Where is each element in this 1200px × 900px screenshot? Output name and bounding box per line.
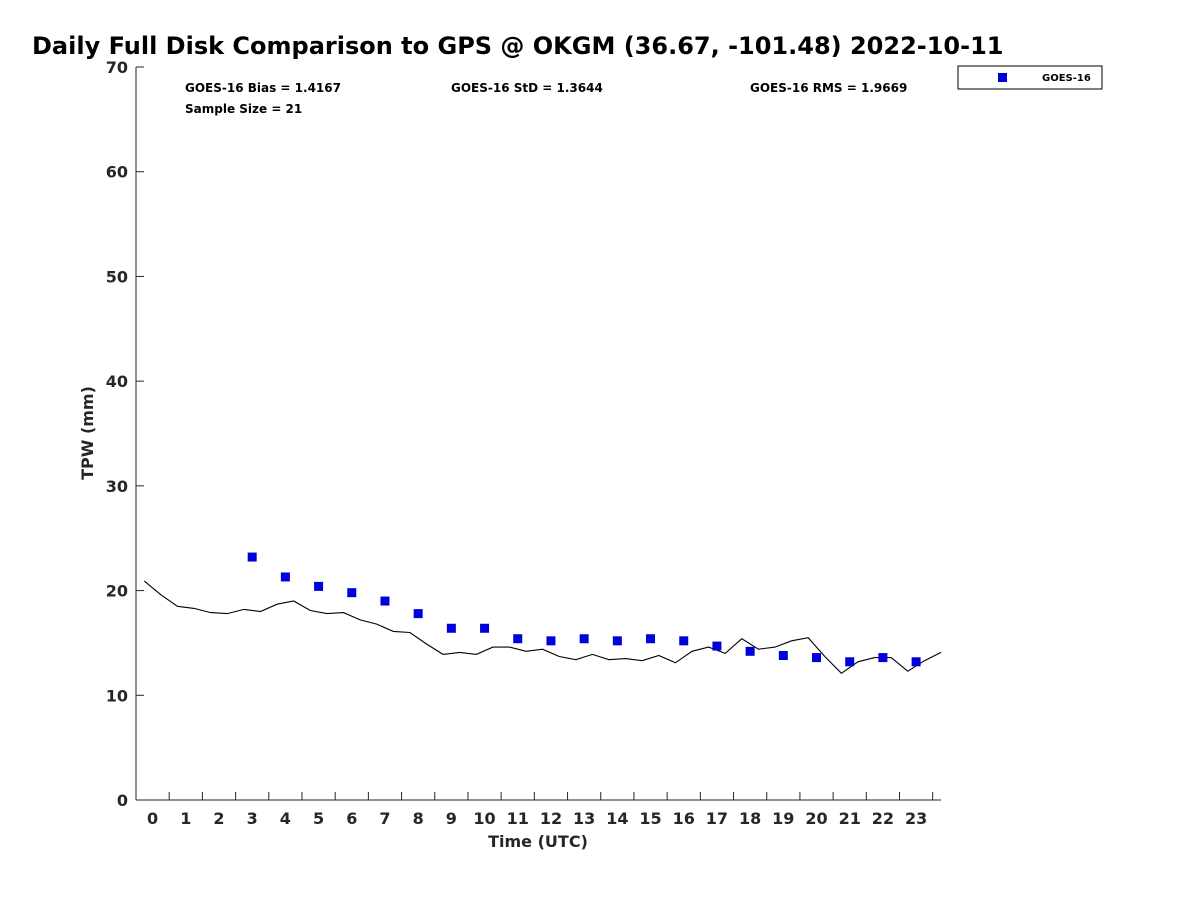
x-axis-label: Time (UTC) bbox=[488, 832, 588, 851]
legend: GOES-16 bbox=[957, 65, 1103, 90]
goes-16-point bbox=[314, 581, 324, 591]
y-tick-label: 20 bbox=[106, 582, 128, 601]
goes-16-point bbox=[911, 657, 921, 667]
x-tick-label: 0 bbox=[147, 809, 158, 828]
goes-16-point bbox=[380, 596, 390, 606]
goes-16-point bbox=[778, 650, 788, 660]
goes-16-point bbox=[745, 646, 755, 656]
goes-16-point bbox=[247, 552, 257, 562]
x-tick-label: 16 bbox=[673, 809, 695, 828]
x-tick-label: 13 bbox=[573, 809, 595, 828]
goes-16-point bbox=[347, 588, 357, 598]
goes-16-point bbox=[480, 623, 490, 633]
x-tick-label: 14 bbox=[606, 809, 628, 828]
goes-16-point bbox=[845, 657, 855, 667]
x-tick-label: 2 bbox=[213, 809, 224, 828]
x-tick-label: 17 bbox=[706, 809, 728, 828]
y-axis-label: TPW (mm) bbox=[78, 386, 97, 480]
x-tick-label: 3 bbox=[247, 809, 258, 828]
x-tick-label: 8 bbox=[413, 809, 424, 828]
x-tick-label: 19 bbox=[772, 809, 794, 828]
goes-16-point bbox=[646, 634, 656, 644]
y-tick-label: 70 bbox=[106, 58, 128, 77]
x-tick-label: 7 bbox=[379, 809, 390, 828]
x-tick-label: 9 bbox=[446, 809, 457, 828]
goes-16-point bbox=[712, 641, 722, 651]
goes-16-point bbox=[513, 634, 523, 644]
x-axis-ticks: 0 1 2 3 4 5 6 7 8 9 10 11 12 13 14 15 16 17 18 19 20 21 22 23 bbox=[147, 792, 934, 828]
x-tick-label: 4 bbox=[280, 809, 291, 828]
x-tick-label: 10 bbox=[473, 809, 495, 828]
y-tick-label: 0 bbox=[117, 791, 128, 810]
y-axis-ticks: 0 10 20 30 40 50 60 70 bbox=[106, 58, 144, 810]
chart-title: Daily Full Disk Comparison to GPS @ OKGM… bbox=[32, 32, 1003, 60]
goes-16-point bbox=[878, 653, 888, 663]
x-tick-label: 1 bbox=[180, 809, 191, 828]
x-tick-label: 15 bbox=[639, 809, 661, 828]
gps-line bbox=[143, 580, 942, 675]
goes-16-point bbox=[413, 609, 423, 619]
goes-16-point bbox=[579, 634, 589, 644]
sample-size-stat: Sample Size = 21 bbox=[185, 102, 302, 116]
plot-series bbox=[143, 552, 942, 675]
x-tick-label: 6 bbox=[346, 809, 357, 828]
x-tick-label: 20 bbox=[805, 809, 827, 828]
y-tick-label: 30 bbox=[106, 477, 128, 496]
x-tick-label: 18 bbox=[739, 809, 761, 828]
goes-16-point bbox=[446, 623, 456, 633]
goes-16-point bbox=[280, 572, 290, 582]
x-tick-label: 22 bbox=[872, 809, 894, 828]
legend-label: GOES-16 bbox=[1042, 73, 1091, 84]
std-stat: GOES-16 StD = 1.3644 bbox=[451, 81, 603, 95]
goes-16-point bbox=[812, 653, 822, 663]
y-tick-label: 60 bbox=[106, 163, 128, 182]
y-tick-label: 40 bbox=[106, 372, 128, 391]
x-tick-label: 5 bbox=[313, 809, 324, 828]
bias-stat: GOES-16 Bias = 1.4167 bbox=[185, 81, 341, 95]
goes-16-point bbox=[612, 636, 622, 646]
x-tick-label: 11 bbox=[507, 809, 529, 828]
y-tick-label: 50 bbox=[106, 267, 128, 286]
rms-stat: GOES-16 RMS = 1.9669 bbox=[750, 81, 907, 95]
goes-16-point bbox=[679, 636, 689, 646]
x-tick-label: 12 bbox=[540, 809, 562, 828]
x-tick-label: 23 bbox=[905, 809, 927, 828]
x-tick-label: 21 bbox=[839, 809, 861, 828]
goes-16-point bbox=[546, 636, 556, 646]
legend-box bbox=[957, 65, 1103, 90]
y-tick-label: 10 bbox=[106, 686, 128, 705]
legend-marker bbox=[998, 73, 1007, 82]
axes bbox=[135, 67, 941, 801]
